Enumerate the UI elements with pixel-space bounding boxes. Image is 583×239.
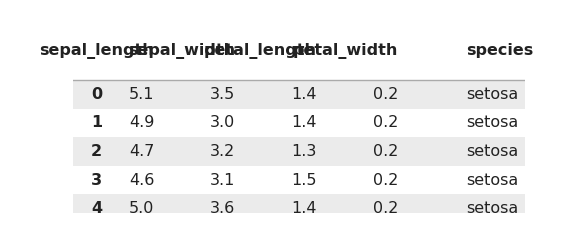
Text: 4.9: 4.9: [129, 115, 154, 130]
Text: 4.7: 4.7: [129, 144, 154, 159]
FancyBboxPatch shape: [73, 194, 525, 223]
Text: 1.5: 1.5: [292, 173, 317, 188]
Text: 1.4: 1.4: [292, 201, 317, 216]
Text: 3.2: 3.2: [210, 144, 236, 159]
Text: 0.2: 0.2: [373, 87, 398, 102]
Text: 1.4: 1.4: [292, 115, 317, 130]
Text: petal_width: petal_width: [293, 43, 398, 59]
FancyBboxPatch shape: [73, 80, 525, 109]
FancyBboxPatch shape: [73, 137, 525, 166]
Text: 2: 2: [91, 144, 102, 159]
Text: 3.6: 3.6: [210, 201, 236, 216]
Text: setosa: setosa: [466, 115, 518, 130]
Text: species: species: [466, 43, 533, 58]
Text: 3.0: 3.0: [210, 115, 236, 130]
Text: 3.1: 3.1: [210, 173, 236, 188]
Text: setosa: setosa: [466, 201, 518, 216]
Text: 1: 1: [91, 115, 102, 130]
FancyBboxPatch shape: [73, 166, 525, 194]
FancyBboxPatch shape: [73, 109, 525, 137]
Text: setosa: setosa: [466, 173, 518, 188]
Text: sepal_width: sepal_width: [128, 43, 236, 59]
Text: sepal_length: sepal_length: [40, 43, 154, 59]
Text: 0.2: 0.2: [373, 173, 398, 188]
Text: 0.2: 0.2: [373, 201, 398, 216]
Text: setosa: setosa: [466, 87, 518, 102]
Text: 3: 3: [91, 173, 102, 188]
Text: 1.4: 1.4: [292, 87, 317, 102]
Text: 4: 4: [91, 201, 102, 216]
Text: 5.1: 5.1: [129, 87, 154, 102]
Text: petal_length: petal_length: [204, 43, 317, 59]
Text: 0.2: 0.2: [373, 144, 398, 159]
Text: 0: 0: [91, 87, 102, 102]
Text: 0.2: 0.2: [373, 115, 398, 130]
Text: 5.0: 5.0: [129, 201, 154, 216]
Text: setosa: setosa: [466, 144, 518, 159]
Text: 4.6: 4.6: [129, 173, 154, 188]
Text: 3.5: 3.5: [210, 87, 236, 102]
Text: 1.3: 1.3: [292, 144, 317, 159]
